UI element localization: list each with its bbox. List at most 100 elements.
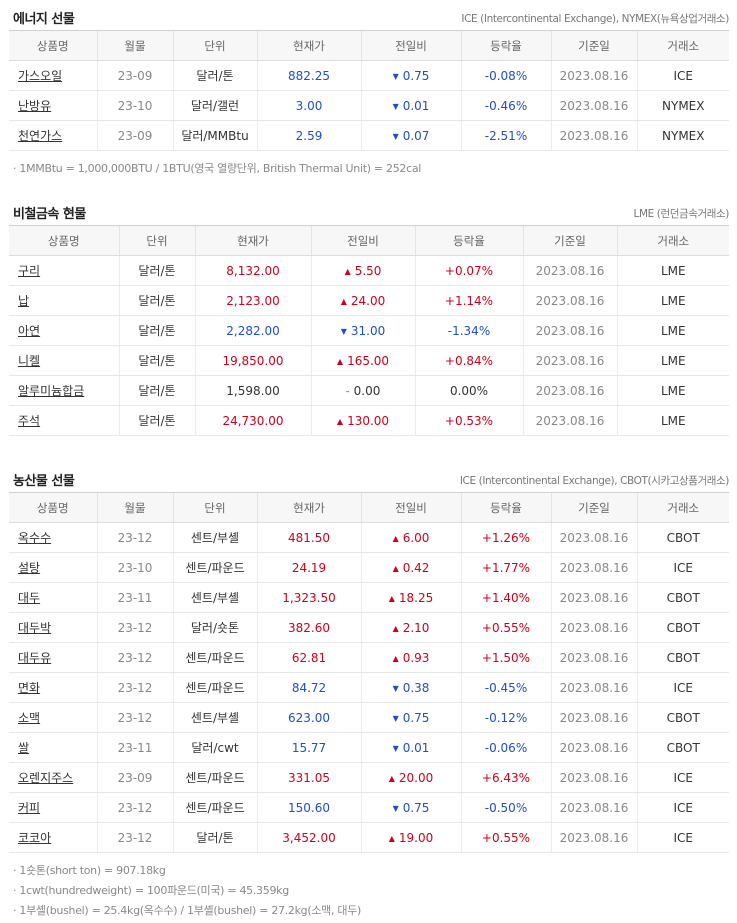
unit-cell: 센트/파운드 bbox=[172, 792, 257, 823]
commodity-link[interactable]: 납 bbox=[18, 294, 30, 308]
table-row: 아연 달러/톤 2,282.00 ▼ 31.00 -1.34% 2023.08.16 LME bbox=[9, 315, 729, 346]
commodity-name-cell: 옥수수 bbox=[9, 522, 97, 553]
commodity-link[interactable]: 니켈 bbox=[18, 354, 41, 368]
commodity-link[interactable]: 옥수수 bbox=[18, 531, 52, 545]
commodity-link[interactable]: 주석 bbox=[18, 414, 41, 428]
unit-cell: 달러/톤 bbox=[118, 375, 195, 406]
month-cell: 23-12 bbox=[96, 642, 173, 673]
energy-header-row: 상품명 월물 단위 현재가 전일비 등락율 기준일 거래소 bbox=[9, 30, 729, 61]
change-value: 18.25 bbox=[398, 590, 434, 605]
commodity-link[interactable]: 면화 bbox=[18, 681, 41, 695]
unit-cell: 센트/부셸 bbox=[172, 522, 257, 553]
change-cell: ▲ 2.10 bbox=[360, 612, 461, 643]
unit-cell: 달러/숏톤 bbox=[172, 612, 257, 643]
rate-cell: +1.26% bbox=[460, 522, 551, 553]
commodity-link[interactable]: 대두유 bbox=[18, 651, 52, 665]
agri-section-source: ICE (Intercontinental Exchange), CBOT(시카… bbox=[459, 475, 730, 487]
agri-section-title: 농산물 선물 bbox=[13, 474, 75, 489]
table-row: 알루미늄합금 달러/톤 1,598.00–0.00 0.00% 2023.08.16 LM… bbox=[9, 375, 729, 406]
rate-cell: -0.46% bbox=[460, 90, 551, 121]
commodity-link[interactable]: 코코아 bbox=[18, 831, 52, 845]
commodity-link[interactable]: 소맥 bbox=[18, 711, 41, 725]
up-arrow-icon: ▲ bbox=[392, 533, 399, 543]
up-arrow-icon: ▲ bbox=[388, 593, 395, 603]
commodity-name-cell: 쌀 bbox=[9, 732, 97, 763]
price-cell: 150.60 bbox=[256, 792, 361, 823]
commodity-link[interactable]: 천연가스 bbox=[18, 129, 63, 143]
column-header: 등락율 bbox=[460, 30, 551, 61]
rate-cell: +0.07% bbox=[414, 255, 523, 286]
commodity-name-cell: 납 bbox=[9, 285, 119, 316]
commodity-link[interactable]: 대두 bbox=[18, 591, 41, 605]
footnote: · 1MMBtu = 1,000,000BTU / 1BTU(영국 열량단위, … bbox=[9, 159, 729, 179]
metals-section-header: 비철금속 현물 LME (런던금속거래소) bbox=[9, 195, 729, 225]
commodity-link[interactable]: 커피 bbox=[18, 801, 41, 815]
commodity-link[interactable]: 가스오일 bbox=[18, 69, 63, 83]
change-cell: ▼ 31.00 bbox=[310, 315, 415, 346]
price-cell: 623.00 bbox=[256, 702, 361, 733]
exchange-cell: ICE bbox=[636, 792, 729, 823]
exchange-cell: NYMEX bbox=[636, 90, 729, 121]
commodity-name-cell: 오렌지주스 bbox=[9, 762, 97, 793]
column-header: 기준일 bbox=[550, 492, 637, 523]
commodity-link[interactable]: 아연 bbox=[18, 324, 41, 338]
month-cell: 23-09 bbox=[96, 762, 173, 793]
column-header: 단위 bbox=[118, 225, 195, 256]
exchange-cell: CBOT bbox=[636, 732, 729, 763]
date-cell: 2023.08.16 bbox=[522, 375, 617, 406]
change-cell: ▲ 24.00 bbox=[310, 285, 415, 316]
table-row: 난방유 23-10 달러/갤런 3.00 ▼ 0.01 -0.46% 2023.08.16 NY… bbox=[9, 90, 729, 121]
change-cell: ▼ 0.01 bbox=[360, 732, 461, 763]
date-cell: 2023.08.16 bbox=[550, 672, 637, 703]
exchange-cell: LME bbox=[616, 315, 729, 346]
unit-cell: 센트/부셸 bbox=[172, 702, 257, 733]
rate-cell: +1.77% bbox=[460, 552, 551, 583]
date-cell: 2023.08.16 bbox=[550, 582, 637, 613]
table-row: 소맥 23-12 센트/부셸 623.00 ▼ 0.75 -0.12% 2023.08.16 C… bbox=[9, 702, 729, 733]
down-arrow-icon: ▼ bbox=[392, 803, 399, 813]
rate-cell: -0.50% bbox=[460, 792, 551, 823]
change-value: 0.42 bbox=[402, 560, 430, 575]
commodity-link[interactable]: 구리 bbox=[18, 264, 41, 278]
month-cell: 23-10 bbox=[96, 552, 173, 583]
change-cell: ▲ 19.00 bbox=[360, 822, 461, 853]
agri-notes: · 1숏톤(short ton) = 907.18kg · 1cwt(hundre… bbox=[9, 861, 729, 921]
up-arrow-icon: ▲ bbox=[392, 563, 399, 573]
exchange-cell: ICE bbox=[636, 552, 729, 583]
unit-cell: 달러/톤 bbox=[118, 315, 195, 346]
change-value: 0.75 bbox=[402, 710, 430, 725]
exchange-cell: CBOT bbox=[636, 612, 729, 643]
date-cell: 2023.08.16 bbox=[522, 405, 617, 436]
exchange-cell: NYMEX bbox=[636, 120, 729, 151]
unit-cell: 달러/톤 bbox=[118, 345, 195, 376]
change-cell: ▼ 0.75 bbox=[360, 60, 461, 91]
commodity-link[interactable]: 설탕 bbox=[18, 561, 41, 575]
energy-table: 상품명 월물 단위 현재가 전일비 등락율 기준일 거래소 가스오일 23-09 달러/톤 882.… bbox=[9, 30, 729, 151]
commodity-link[interactable]: 알루미늄합금 bbox=[18, 384, 85, 398]
commodity-link[interactable]: 쌀 bbox=[18, 741, 30, 755]
commodity-name-cell: 가스오일 bbox=[9, 60, 97, 91]
table-row: 면화 23-12 센트/파운드 84.72 ▼ 0.38 -0.45% 2023.08.16 I… bbox=[9, 672, 729, 703]
rate-cell: -1.34% bbox=[414, 315, 523, 346]
commodity-link[interactable]: 난방유 bbox=[18, 99, 52, 113]
column-header: 등락율 bbox=[414, 225, 523, 256]
table-row: 쌀 23-11 달러/cwt 15.77 ▼ 0.01 -0.06% 2023.08.16 CB… bbox=[9, 732, 729, 763]
commodity-name-cell: 아연 bbox=[9, 315, 119, 346]
change-cell: ▲ 0.93 bbox=[360, 642, 461, 673]
commodity-name-cell: 천연가스 bbox=[9, 120, 97, 151]
commodity-link[interactable]: 오렌지주스 bbox=[18, 771, 74, 785]
down-arrow-icon: ▼ bbox=[392, 71, 399, 81]
down-arrow-icon: ▼ bbox=[392, 101, 399, 111]
column-header: 월물 bbox=[96, 30, 173, 61]
date-cell: 2023.08.16 bbox=[522, 345, 617, 376]
commodity-link[interactable]: 대두박 bbox=[18, 621, 52, 635]
unit-cell: 센트/파운드 bbox=[172, 672, 257, 703]
exchange-cell: CBOT bbox=[636, 522, 729, 553]
date-cell: 2023.08.16 bbox=[522, 285, 617, 316]
price-cell: 382.60 bbox=[256, 612, 361, 643]
exchange-cell: CBOT bbox=[636, 582, 729, 613]
date-cell: 2023.08.16 bbox=[550, 702, 637, 733]
metals-spot-section: 비철금속 현물 LME (런던금속거래소) 상품명 단위 현재가 전일비 등락율 기준일 거… bbox=[9, 195, 729, 436]
table-row: 천연가스 23-09 달러/MMBtu 2.59 ▼ 0.07 -2.51% 2023.08.… bbox=[9, 120, 729, 151]
price-cell: 481.50 bbox=[256, 522, 361, 553]
